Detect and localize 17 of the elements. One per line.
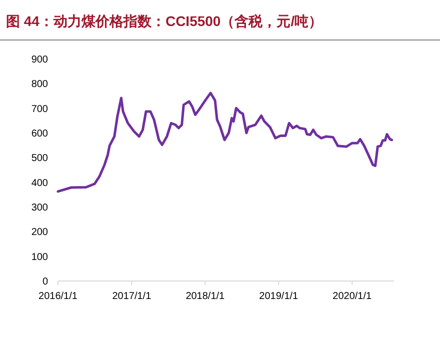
plot: 2016/1/1 2017/1/1 2018/1/1 2019/1/1 2020/1/1 0 100 200 300 400 500 600 700 800 900 [31, 54, 394, 302]
x-tick-label: 2020/1/1 [332, 291, 372, 302]
y-tick-label: 200 [31, 227, 48, 238]
x-tick-label: 2016/1/1 [38, 291, 78, 302]
y-tick-label: 300 [31, 202, 48, 214]
y-tick-label: 0 [42, 276, 48, 288]
x-tick-label: 2019/1/1 [259, 291, 299, 302]
x-tick-label: 2017/1/1 [112, 291, 152, 302]
y-tick-label: 900 [31, 54, 48, 66]
y-tick-label: 600 [31, 128, 48, 140]
y-tick-label: 500 [31, 153, 48, 164]
title: 图 44：动力煤价格指数：CCI5500（含税，元/吨） [6, 13, 323, 29]
y-tick-label: 100 [31, 252, 48, 263]
y-tick-label: 400 [31, 178, 48, 189]
y-tick-label: 700 [31, 104, 48, 115]
y-tick-label: 800 [31, 79, 48, 90]
x-tick-label: 2018/1/1 [186, 291, 226, 302]
